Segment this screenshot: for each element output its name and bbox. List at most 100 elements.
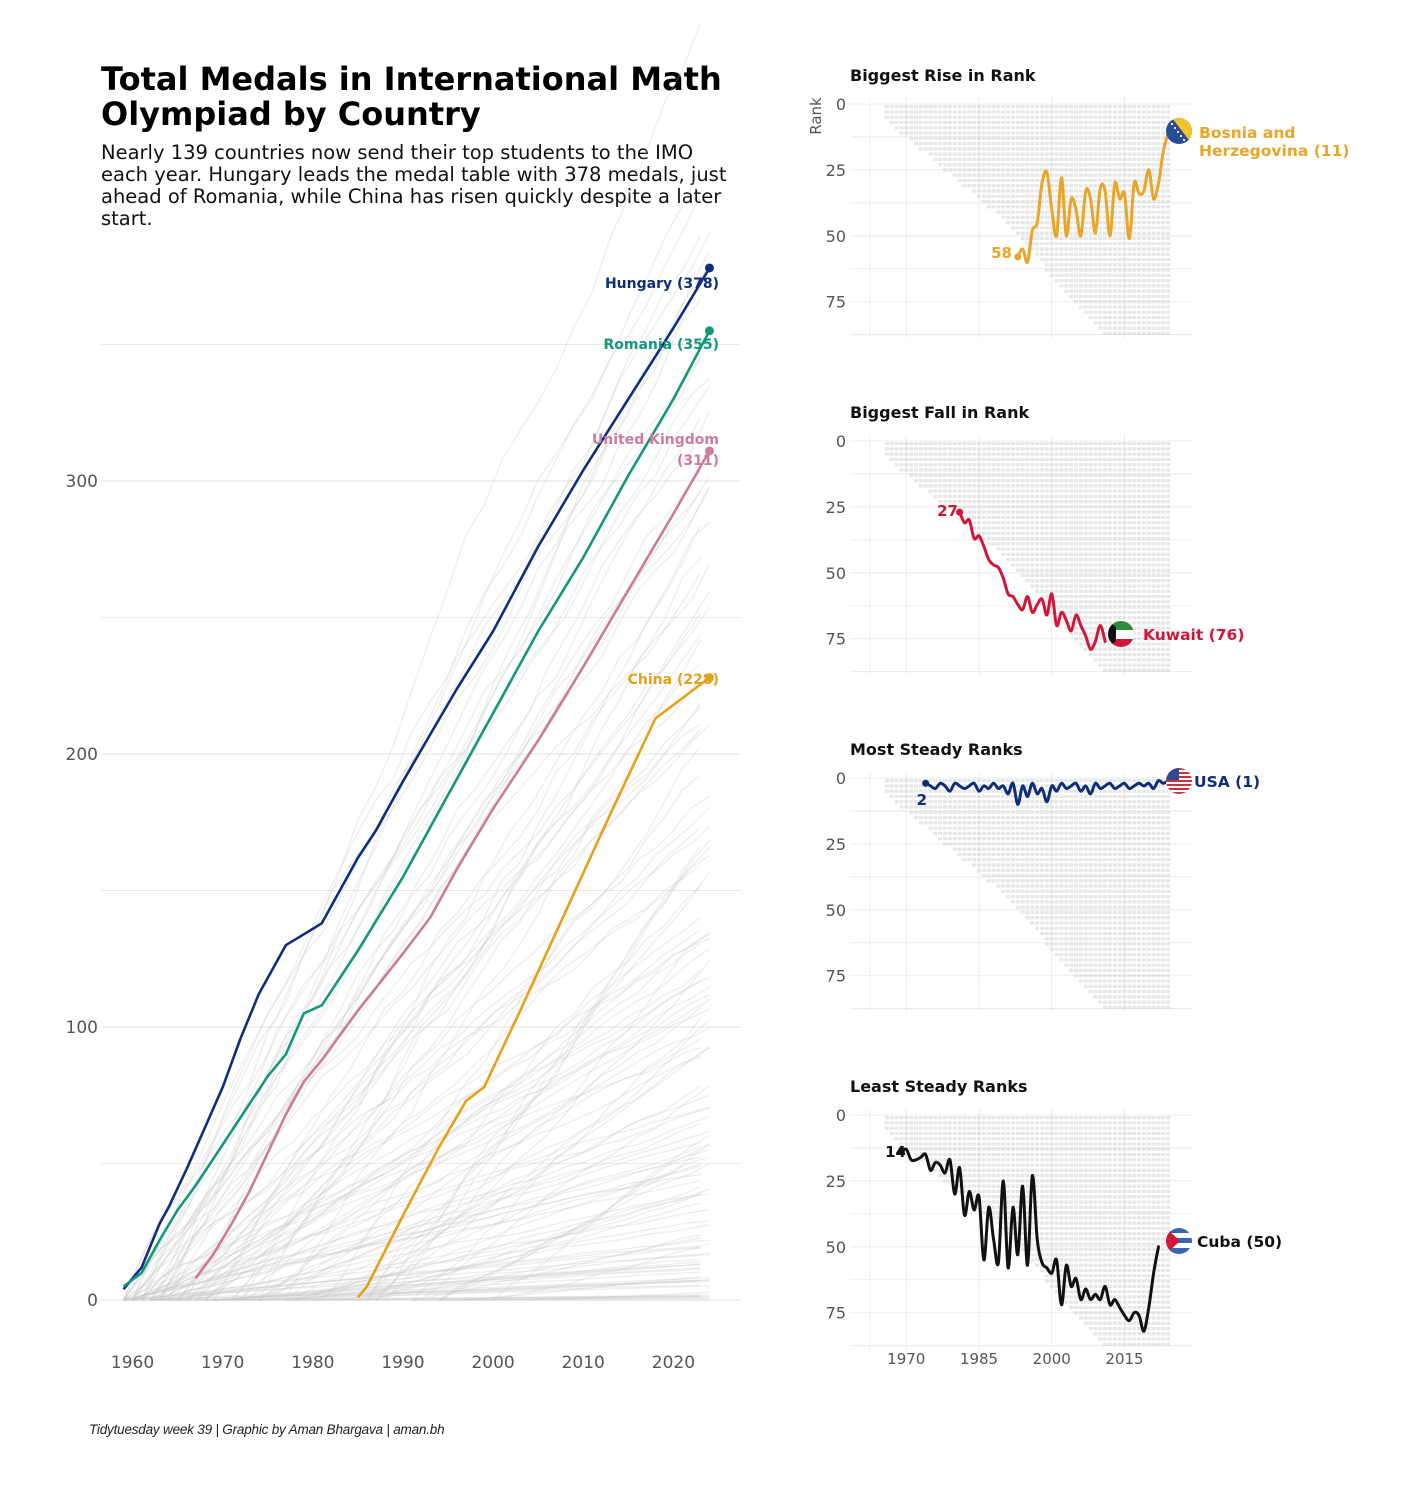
background-country-line — [285, 1193, 701, 1301]
background-country-line — [122, 676, 701, 1301]
panel-x-tick-1970: 1970 — [887, 1350, 925, 1368]
background-country-line — [177, 703, 701, 1301]
background-country-line — [159, 1267, 701, 1301]
background-country-line — [285, 1259, 701, 1301]
background-country-line — [375, 943, 701, 1301]
background-country-line — [123, 1284, 701, 1301]
background-country-line — [168, 1193, 710, 1301]
background-country-line — [249, 1123, 701, 1301]
background-country-line — [204, 1280, 710, 1301]
background-country-line — [186, 854, 710, 1301]
background-country-line — [204, 986, 710, 1301]
x-tick-label-1980: 1980 — [291, 1353, 334, 1373]
panel-title-rise: Biggest Rise in Rank — [850, 66, 1036, 85]
bosnia-flag-icon — [1166, 118, 1192, 144]
background-country-line — [457, 1297, 710, 1301]
background-country-line — [285, 1085, 701, 1301]
background-country-line — [466, 1276, 701, 1301]
background-country-line — [529, 1291, 710, 1301]
background-country-line — [303, 1145, 701, 1301]
panel-series-start-rise — [1014, 253, 1022, 261]
background-country-line — [123, 1245, 701, 1301]
background-country-line — [123, 1173, 701, 1301]
background-country-line — [150, 1149, 710, 1301]
background-country-line — [177, 728, 701, 1301]
cuba-flag-icon — [1166, 1228, 1192, 1254]
panel-y-tick-75: 75 — [826, 293, 846, 312]
background-country-line — [150, 1298, 710, 1301]
y-tick-label-100: 100 — [66, 1018, 98, 1038]
panel-end-label-rise: Bosnia and Herzegovina (11) — [1199, 124, 1349, 160]
background-country-line — [122, 572, 701, 1301]
background-country-line — [150, 1277, 710, 1301]
background-country-line — [258, 933, 710, 1301]
background-country-line — [131, 251, 711, 1301]
panel-y-tick-50: 50 — [826, 1238, 846, 1257]
background-country-line — [150, 825, 710, 1301]
background-country-line — [285, 884, 701, 1301]
background-country-line — [258, 1285, 710, 1301]
background-country-line — [167, 265, 711, 1301]
background-country-line — [492, 1242, 710, 1301]
background-country-line — [312, 1156, 710, 1301]
panel-title-steady: Most Steady Ranks — [850, 740, 1023, 759]
background-rank-dots — [884, 1116, 1171, 1346]
background-country-line — [123, 1003, 701, 1301]
panel-y-tick-50: 50 — [826, 564, 846, 583]
x-tick-label-2000: 2000 — [471, 1353, 514, 1373]
background-country-line — [123, 979, 701, 1301]
series-line-hungary — [122, 267, 711, 1291]
background-country-line — [357, 1237, 701, 1301]
background-country-line — [150, 1253, 710, 1301]
panel-start-label-rise: 58 — [991, 244, 1012, 262]
background-country-line — [375, 1185, 701, 1301]
x-tick-label-1990: 1990 — [381, 1353, 424, 1373]
background-country-line — [420, 1085, 710, 1301]
background-country-line — [132, 976, 710, 1301]
background-country-line — [131, 385, 711, 1301]
panel-series-line-fall — [958, 510, 1107, 651]
panel-y-tick-75: 75 — [826, 630, 846, 649]
background-country-line — [438, 1142, 710, 1301]
background-country-line — [186, 948, 710, 1301]
panel-start-label-steady: 2 — [917, 791, 927, 809]
panel-y-tick-0: 0 — [836, 95, 846, 114]
background-country-line — [131, 723, 710, 1301]
background-country-line — [258, 998, 710, 1301]
background-country-line — [411, 1295, 701, 1301]
background-country-line — [222, 1252, 710, 1301]
background-country-line — [204, 591, 711, 1301]
background-country-line — [159, 1056, 701, 1301]
background-country-line — [366, 959, 711, 1301]
caption: Tidytuesday week 39 | Graphic by Aman Bh… — [89, 1422, 445, 1437]
background-country-line — [132, 937, 710, 1301]
panel-y-tick-50: 50 — [826, 901, 846, 920]
background-country-line — [204, 521, 710, 1301]
background-country-line — [123, 864, 701, 1301]
background-country-line — [213, 1261, 701, 1301]
background-country-line — [231, 1279, 701, 1301]
background-country-line — [321, 746, 701, 1301]
panel-y-tick-75: 75 — [826, 1304, 846, 1323]
panel-series-start-fall — [956, 508, 964, 516]
series-endpoint-united-kingdom — [704, 446, 714, 456]
background-country-line — [159, 195, 702, 1301]
panel-y-tick-50: 50 — [826, 227, 846, 246]
x-tick-label-2020: 2020 — [652, 1353, 695, 1373]
background-country-line — [249, 774, 701, 1301]
panel-end-label-steady: USA (1) — [1194, 773, 1260, 791]
y-tick-label-0: 0 — [87, 1291, 98, 1311]
panel-series-start-unsteady — [897, 1148, 905, 1156]
background-country-line — [168, 806, 711, 1301]
background-country-line — [123, 1263, 701, 1301]
background-country-line — [240, 932, 710, 1301]
background-country-line — [240, 1094, 710, 1301]
background-country-line — [384, 871, 711, 1301]
background-country-line — [123, 1156, 701, 1301]
series-label-united-kingdom: United Kingdom (311) — [592, 432, 719, 469]
background-country-line — [132, 1107, 710, 1301]
background-country-line — [258, 1224, 710, 1301]
background-country-line — [122, 235, 702, 1301]
